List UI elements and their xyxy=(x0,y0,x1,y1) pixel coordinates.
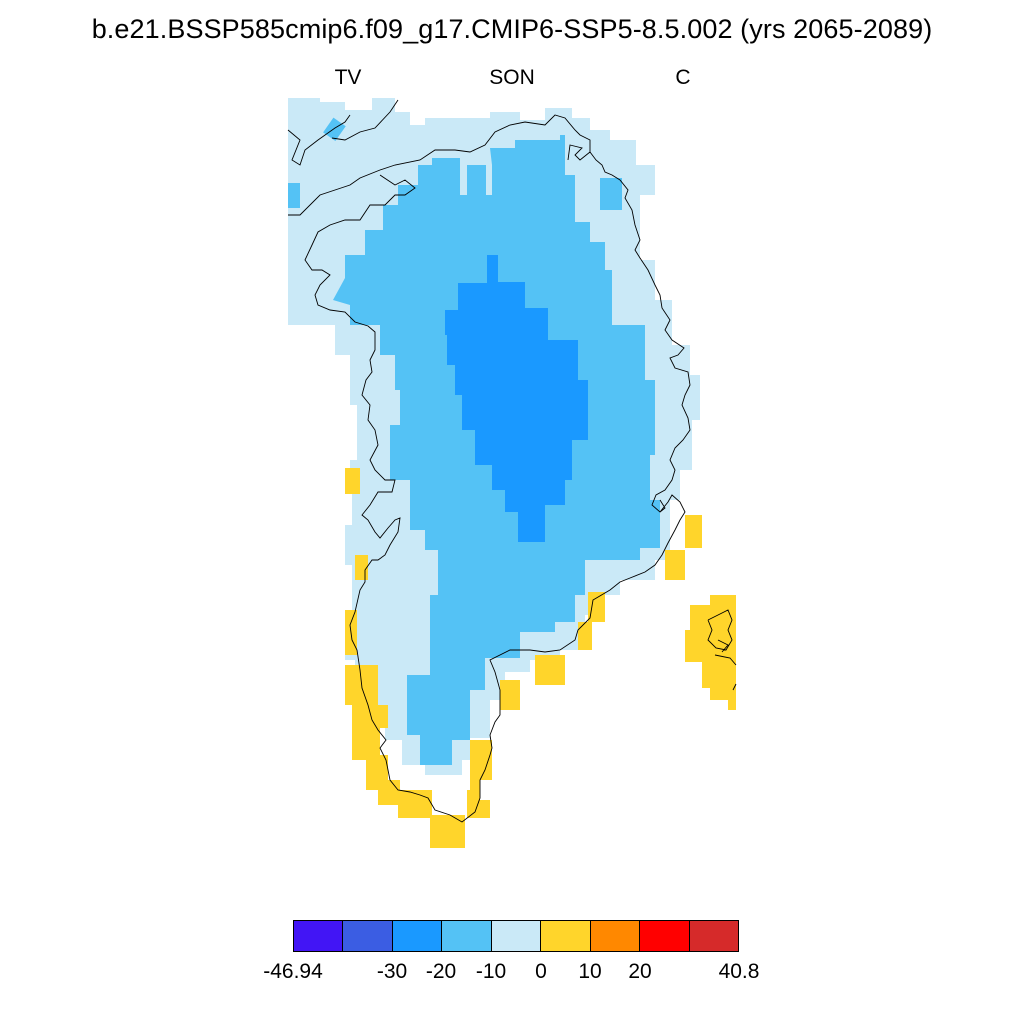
colorbar-swatch xyxy=(541,921,591,951)
plot-title: b.e21.BSSP585cmip6.f09_g17.CMIP6-SSP5-8.… xyxy=(91,14,933,44)
colorbar-tick-label: 20 xyxy=(628,960,652,983)
colorbar-swatch xyxy=(689,921,738,951)
subtitle-units: C xyxy=(675,66,691,89)
field-region-0-to-10-warm-sw xyxy=(345,468,736,848)
subtitle-variable: TV xyxy=(334,66,362,89)
colorbar-tick-label: 40.8 xyxy=(718,960,760,983)
colorbar-swatch xyxy=(491,921,542,951)
coastlines xyxy=(287,99,737,823)
colorbar-tick-label: -30 xyxy=(376,960,408,983)
colorbar-swatch xyxy=(294,921,344,951)
colorbar-tick-label: 10 xyxy=(578,960,602,983)
field-patch-ne xyxy=(600,178,622,210)
colorbar xyxy=(293,920,739,952)
colorbar-swatch xyxy=(442,921,492,951)
colorbar-tick-label: 0 xyxy=(535,960,547,983)
subtitle-season: SON xyxy=(489,66,535,89)
field-region-minus20-to-minus10 xyxy=(445,255,588,542)
field-patch-nw-2 xyxy=(288,183,300,208)
colorbar-swatch xyxy=(392,921,443,951)
colorbar-swatch xyxy=(343,921,393,951)
colorbar-tick-label: -20 xyxy=(425,960,457,983)
colorbar-swatch xyxy=(590,921,641,951)
field-patch-nw-1 xyxy=(323,117,346,141)
colorbar-tick-label: -10 xyxy=(475,960,507,983)
colorbar-tick-label: -46.94 xyxy=(263,960,323,983)
colorbar-swatch xyxy=(640,921,690,951)
